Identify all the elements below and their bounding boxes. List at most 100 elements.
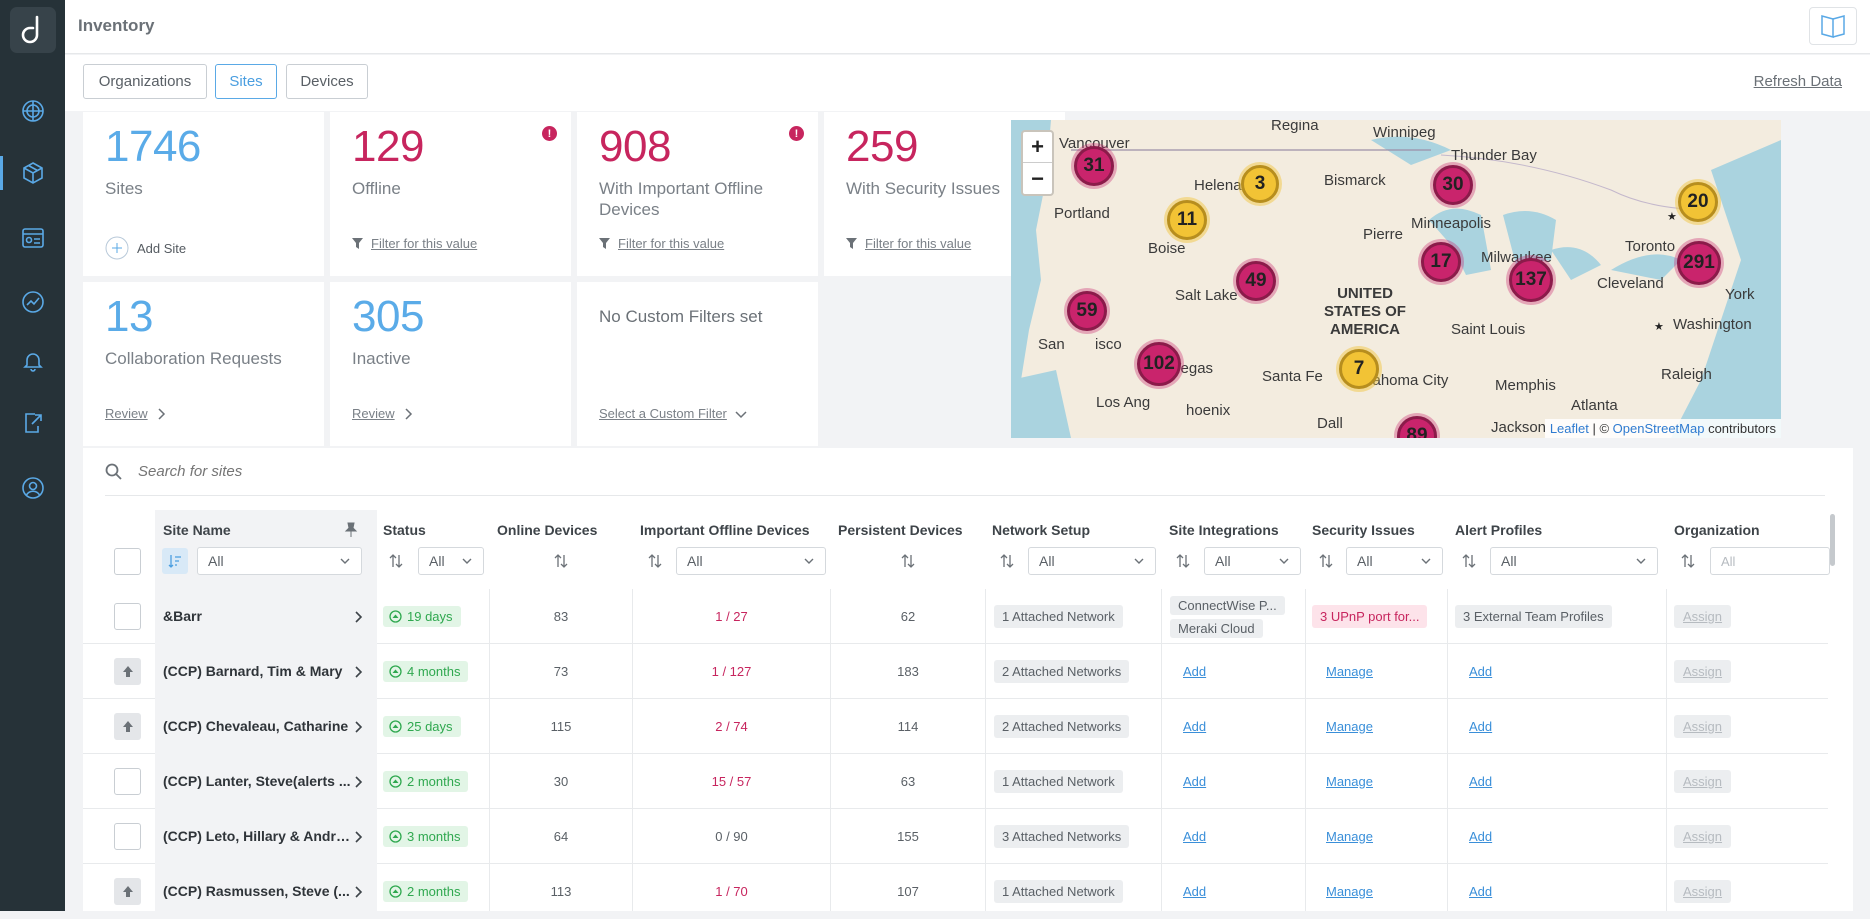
table-row[interactable]: (CCP) Rasmussen, Steve (... 2 months 113… (83, 864, 1828, 919)
col-alert-profiles[interactable]: Alert Profiles (1455, 522, 1543, 538)
network-badge[interactable]: 1 Attached Network (994, 605, 1123, 628)
sort-security-icon[interactable] (1313, 548, 1339, 574)
add-integration-link[interactable]: Add (1183, 719, 1207, 734)
zoom-out-button[interactable]: − (1031, 165, 1044, 191)
sort-important-offline-icon[interactable] (642, 548, 668, 574)
nav-globe-icon[interactable] (0, 88, 65, 134)
important-offline-devices[interactable]: 0 / 90 (715, 829, 748, 844)
table-row[interactable]: (CCP) Chevaleau, Catharine 25 days 115 2… (83, 699, 1828, 754)
important-offline-devices[interactable]: 1 / 70 (715, 884, 748, 899)
col-online-devices[interactable]: Online Devices (497, 522, 598, 538)
chevron-right-icon[interactable] (353, 699, 363, 754)
network-badge[interactable]: 2 Attached Networks (994, 715, 1130, 738)
collab-review-link[interactable]: Review (105, 406, 166, 421)
map-cluster[interactable]: 3 (1241, 165, 1279, 203)
important-offline-filter[interactable]: All (676, 547, 826, 575)
important-offline-filter-link[interactable]: Filter for this value (599, 236, 724, 251)
map-cluster[interactable]: 11 (1167, 200, 1207, 240)
add-site-button[interactable]: Add Site (105, 236, 186, 260)
security-issue-badge[interactable]: 3 UPnP port for... (1312, 605, 1428, 628)
chevron-right-icon[interactable] (353, 754, 363, 809)
assign-button[interactable]: Assign (1674, 825, 1732, 848)
site-name[interactable]: (CCP) Barnard, Tim & Mary (163, 663, 343, 679)
manage-security-link[interactable]: Manage (1326, 884, 1373, 899)
security-filter[interactable]: All (1346, 547, 1443, 575)
col-site-integrations[interactable]: Site Integrations (1169, 522, 1279, 538)
sort-site-name-icon[interactable] (162, 548, 188, 574)
row-checkbox[interactable] (114, 768, 141, 795)
add-integration-link[interactable]: Add (1183, 664, 1207, 679)
important-offline-devices[interactable]: 1 / 127 (711, 664, 752, 679)
table-row[interactable]: (CCP) Lanter, Steve(alerts ... 2 months … (83, 754, 1828, 809)
manage-security-link[interactable]: Manage (1326, 774, 1373, 789)
map-cluster[interactable]: 31 (1074, 146, 1114, 186)
sort-status-icon[interactable] (383, 548, 409, 574)
nav-user-icon[interactable] (0, 465, 65, 511)
offline-filter-link[interactable]: Filter for this value (352, 236, 477, 251)
manage-security-link[interactable]: Manage (1326, 664, 1373, 679)
map-cluster[interactable]: 102 (1137, 342, 1181, 386)
chevron-right-icon[interactable] (353, 809, 363, 864)
zoom-in-button[interactable]: + (1023, 132, 1052, 163)
status-filter[interactable]: All (418, 547, 484, 575)
sort-persistent-icon[interactable] (895, 548, 921, 574)
col-security-issues[interactable]: Security Issues (1312, 522, 1415, 538)
add-integration-link[interactable]: Add (1183, 884, 1207, 899)
col-network-setup[interactable]: Network Setup (992, 522, 1091, 538)
site-name[interactable]: (CCP) Leto, Hillary & Andrew (163, 828, 353, 844)
map-cluster[interactable]: 20 (1678, 182, 1718, 222)
manage-security-link[interactable]: Manage (1326, 829, 1373, 844)
tab-sites[interactable]: Sites (215, 64, 277, 99)
add-alert-profile-link[interactable]: Add (1469, 664, 1493, 679)
tab-organizations[interactable]: Organizations (83, 64, 207, 99)
table-row[interactable]: (CCP) Barnard, Tim & Mary 4 months 73 1 … (83, 644, 1828, 699)
important-offline-devices[interactable]: 2 / 74 (715, 719, 748, 734)
manage-security-link[interactable]: Manage (1326, 719, 1373, 734)
assign-button[interactable]: Assign (1674, 770, 1732, 793)
chevron-right-icon[interactable] (353, 644, 363, 699)
col-site-name[interactable]: Site Name (163, 522, 231, 538)
chevron-right-icon[interactable] (353, 589, 363, 644)
row-checkbox[interactable] (114, 603, 141, 630)
organization-filter[interactable]: All (1710, 547, 1830, 575)
map-cluster[interactable]: 49 (1236, 261, 1276, 301)
map-cluster[interactable]: 137 (1509, 258, 1553, 302)
assign-button[interactable]: Assign (1674, 880, 1732, 903)
app-logo[interactable] (10, 7, 56, 53)
add-alert-profile-link[interactable]: Add (1469, 719, 1493, 734)
inactive-review-link[interactable]: Review (352, 406, 413, 421)
promote-icon[interactable] (114, 658, 141, 685)
promote-icon[interactable] (114, 878, 141, 905)
osm-link[interactable]: OpenStreetMap (1612, 421, 1705, 436)
sort-online-icon[interactable] (548, 548, 574, 574)
sort-integrations-icon[interactable] (1170, 548, 1196, 574)
map-cluster[interactable]: 7 (1339, 349, 1379, 389)
map-cluster[interactable]: 17 (1421, 242, 1461, 282)
col-persistent-devices[interactable]: Persistent Devices (838, 522, 963, 538)
network-filter[interactable]: All (1028, 547, 1156, 575)
assign-button[interactable]: Assign (1674, 715, 1732, 738)
sort-alerts-icon[interactable] (1456, 548, 1482, 574)
nav-reports-icon[interactable] (0, 215, 65, 261)
integration-badge[interactable]: ConnectWise P... (1170, 595, 1285, 615)
alerts-filter[interactable]: All (1490, 547, 1658, 575)
site-name[interactable]: (CCP) Chevaleau, Catharine (163, 718, 349, 734)
sites-map[interactable]: + − Regina Winnipeg Vancouver Thunder Ba… (1011, 120, 1781, 438)
tab-devices[interactable]: Devices (286, 64, 368, 99)
table-row[interactable]: &Barr 19 days 83 1 / 27 62 1 Attached Ne… (83, 589, 1828, 644)
network-badge[interactable]: 2 Attached Networks (994, 660, 1130, 683)
refresh-data-link[interactable]: Refresh Data (1753, 73, 1842, 90)
nav-monitoring-icon[interactable] (0, 279, 65, 325)
security-filter-link[interactable]: Filter for this value (846, 236, 971, 251)
map-cluster[interactable]: 291 (1677, 241, 1721, 285)
integration-badge[interactable]: Meraki Cloud (1170, 618, 1263, 638)
sort-organization-icon[interactable] (1675, 548, 1701, 574)
add-integration-link[interactable]: Add (1183, 829, 1207, 844)
promote-icon[interactable] (114, 713, 141, 740)
docs-button[interactable] (1809, 7, 1857, 45)
table-row[interactable]: (CCP) Leto, Hillary & Andrew 3 months 64… (83, 809, 1828, 864)
assign-button[interactable]: Assign (1674, 660, 1732, 683)
chevron-right-icon[interactable] (353, 864, 363, 919)
integrations-filter[interactable]: All (1204, 547, 1301, 575)
select-custom-filter[interactable]: Select a Custom Filter (599, 406, 747, 421)
